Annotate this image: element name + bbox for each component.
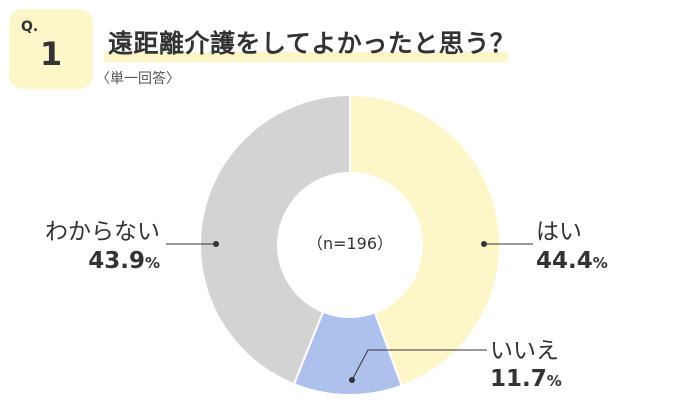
slice-value-hai: 44.4%: [536, 248, 608, 274]
leader-dot-iie: [349, 377, 355, 383]
slice-value-iie: 11.7%: [490, 366, 562, 392]
slice-label-wakaranai: わからない: [45, 219, 160, 245]
leader-line-iie: [351, 349, 487, 381]
slice-value-wakaranai: 43.9%: [88, 248, 160, 274]
slice-value-unit-hai: %: [593, 254, 608, 272]
leader-dot-wakaranai: [213, 241, 219, 247]
slice-value-unit-wakaranai: %: [145, 254, 160, 272]
slice-value-number-wakaranai: 43.9: [88, 248, 145, 274]
slice-label-iie: いいえ: [490, 338, 559, 364]
donut-slice-hai: [349, 93, 501, 388]
donut-slices: [199, 93, 501, 396]
question-number: 1: [39, 35, 63, 73]
answer-type: 〈単一回答〉: [96, 71, 180, 87]
leader-dot-hai: [481, 241, 487, 247]
slice-label-hai: はい: [536, 219, 582, 245]
center-label: （n=196）: [307, 234, 393, 253]
slice-value-number-hai: 44.4: [536, 248, 593, 274]
question-title: 遠距離介護をしてよかったと思う？: [108, 29, 516, 58]
question-prefix: Q.: [21, 19, 39, 35]
slice-value-unit-iie: %: [547, 372, 562, 390]
donut-slice-wakaranai: [199, 93, 351, 386]
question-badge: Q. 1: [9, 9, 93, 89]
leader-lines: [166, 241, 533, 383]
slice-value-number-iie: 11.7: [490, 366, 547, 392]
